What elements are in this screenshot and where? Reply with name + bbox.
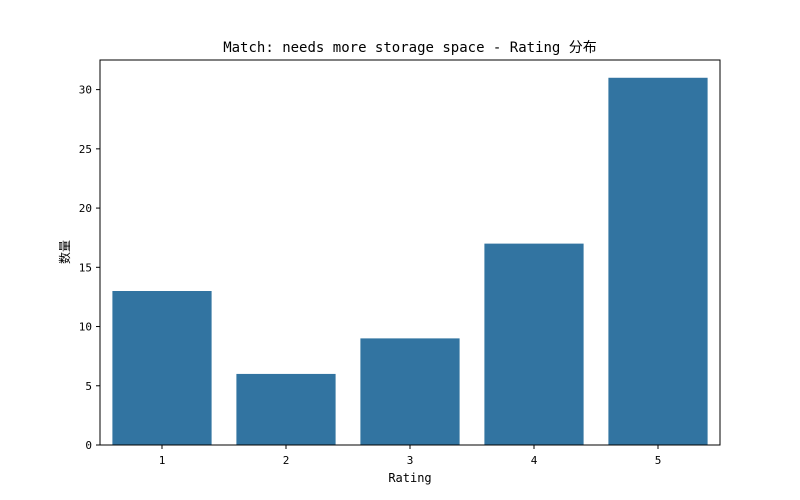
- x-tick-label: 5: [655, 454, 662, 467]
- y-axis-label: 数量: [57, 240, 72, 264]
- bar-4: [484, 243, 584, 445]
- y-tick-label: 10: [79, 321, 92, 334]
- bar-1: [112, 291, 212, 445]
- x-axis-label: Rating: [388, 471, 431, 485]
- y-tick-label: 30: [79, 84, 92, 97]
- y-tick-label: 15: [79, 261, 92, 274]
- bar-2: [236, 373, 336, 445]
- x-tick-label: 3: [407, 454, 414, 467]
- bar-3: [360, 338, 460, 445]
- bars-group: [112, 77, 708, 446]
- x-tick-label: 1: [159, 454, 166, 467]
- y-tick-label: 5: [85, 380, 92, 393]
- x-tick-label: 4: [531, 454, 538, 467]
- bar-5: [608, 77, 708, 446]
- y-tick-label: 20: [79, 202, 92, 215]
- chart-title: Match: needs more storage space - Rating…: [223, 40, 597, 56]
- x-tick-label: 2: [283, 454, 290, 467]
- y-tick-label: 25: [79, 143, 92, 156]
- y-tick-label: 0: [85, 439, 92, 452]
- y-axis: 0 5 10 15 20 25 30: [79, 84, 100, 452]
- x-axis: 1 2 3 4 5: [159, 445, 662, 467]
